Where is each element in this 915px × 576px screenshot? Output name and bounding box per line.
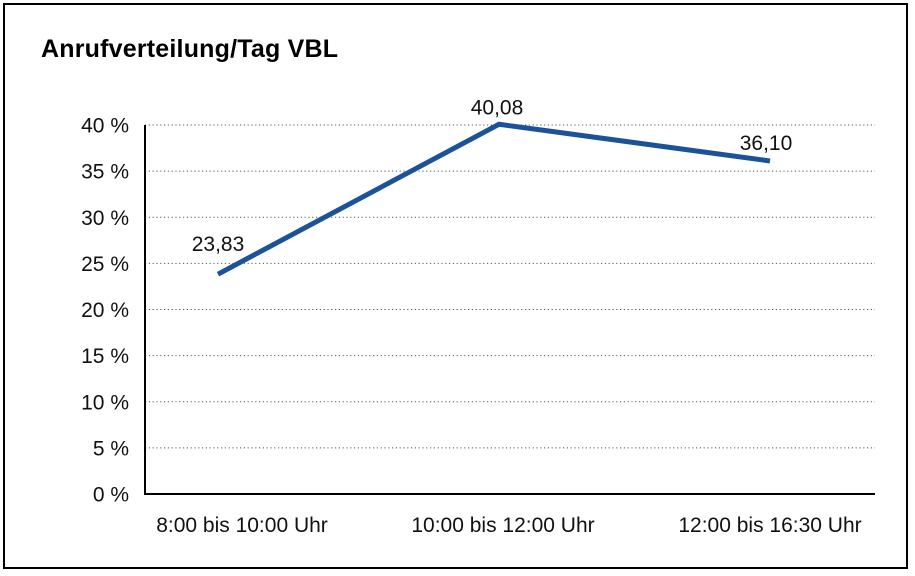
axis-lines (144, 125, 875, 495)
data-line (216, 121, 771, 277)
y-axis-tick-label: 25 % (81, 253, 129, 276)
data-point-label: 40,08 (471, 96, 524, 119)
y-axis-tick-label: 30 % (81, 207, 129, 230)
chart-frame: Anrufverteilung/Tag VBL 0 % 5 % 10 % 15 % 20… (3, 3, 908, 569)
y-axis-tick-label: 40 % (81, 115, 129, 138)
x-axis-category-label: 8:00 bis 10:00 Uhr (156, 514, 328, 537)
x-axis-category-label: 12:00 bis 16:30 Uhr (678, 514, 861, 537)
y-axis-tick-label: 5 % (93, 437, 129, 460)
y-axis-tick-label: 35 % (81, 161, 129, 184)
y-axis-tick-label: 0 % (93, 484, 129, 507)
chart-title: Anrufverteilung/Tag VBL (41, 35, 339, 63)
x-axis-category-label: 10:00 bis 12:00 Uhr (411, 514, 594, 537)
data-point-label: 36,10 (740, 132, 793, 155)
y-axis-tick-label: 15 % (81, 345, 129, 368)
y-axis-tick-label: 20 % (81, 299, 129, 322)
line-chart-plot-area: 0 % 5 % 10 % 15 % 20 % 25 % 30 % 35 % 40 % 23,83 4… (81, 96, 875, 537)
data-point-label: 23,83 (192, 233, 245, 256)
y-axis-tick-label: 10 % (81, 391, 129, 414)
